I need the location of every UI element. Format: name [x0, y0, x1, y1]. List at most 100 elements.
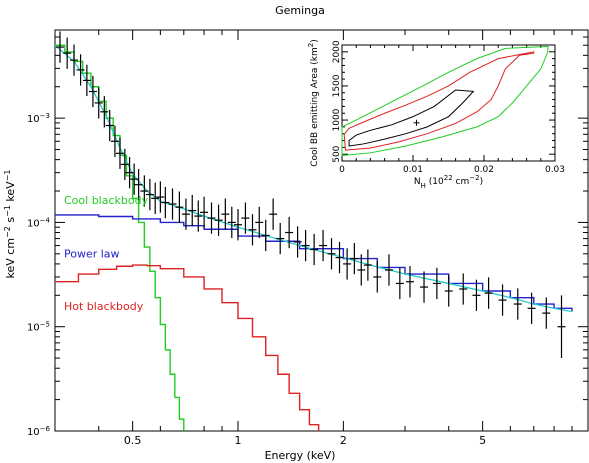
data-point: [151, 182, 160, 215]
series-total-model: [54, 44, 573, 313]
data-point: [395, 267, 404, 300]
y-tick-label: 10−4: [27, 216, 51, 229]
contour-99pct: [341, 45, 549, 157]
data-point: [105, 109, 114, 142]
data-point: [82, 64, 91, 97]
contour-90pct: [343, 51, 535, 151]
data-point: [100, 96, 109, 128]
inset-x-tick-label: 0.02: [474, 165, 494, 175]
data-point: [285, 216, 294, 249]
x-tick-label: 0.5: [124, 434, 142, 447]
data-point: [420, 271, 429, 303]
inset-x-label-part: H: [421, 182, 426, 190]
data-point: [125, 157, 134, 189]
best-fit-marker: [413, 119, 420, 126]
data-point: [76, 54, 85, 86]
data-point: [310, 233, 319, 266]
contour-68pct: [348, 89, 475, 147]
y-axis-label-part: −2: [3, 226, 12, 238]
data-point: [248, 214, 257, 246]
inset-y-tick-label: 500: [332, 145, 342, 162]
x-tick-label: 2: [340, 434, 347, 447]
annotation-cool-blackbody: Cool blackbody: [64, 194, 149, 207]
y-axis-label-part: s: [4, 217, 17, 226]
data-point: [94, 87, 103, 119]
y-axis-label: keV cm−2 s−1 keV−1: [3, 170, 18, 279]
inset-y-axis-label: Cool BB emitting Area (km2): [307, 39, 320, 167]
data-point: [120, 148, 129, 181]
annotations: Cool blackbody Power law Hot blackbody: [64, 194, 149, 313]
y-tick-label: 10−6: [27, 425, 51, 438]
data-point: [363, 249, 372, 281]
y-tick-label: 10−5: [27, 321, 50, 334]
data-point: [63, 37, 72, 69]
inset-contour-plot: 0 0.01 0.02 0.03 500 1000 1500 2000 NH (1022 cm…: [307, 39, 565, 190]
series-cool-blackbody: [55, 44, 185, 431]
main-plot: 0.5 1 2 5 10−6 10−5 10−4 10−3 Cool blackbody Pow…: [27, 29, 589, 447]
data-point: [140, 175, 149, 207]
data-point: [134, 169, 143, 201]
data-point: [175, 191, 184, 223]
data-point: [276, 222, 285, 255]
data-point: [343, 248, 352, 280]
data-point: [194, 200, 203, 232]
data-point: [319, 229, 328, 262]
y-axis-label-part: −1: [3, 205, 12, 217]
inset-y-label-part: ): [310, 39, 320, 43]
data-point: [181, 198, 190, 230]
annotation-power-law: Power law: [64, 248, 120, 261]
data-point: [145, 178, 154, 211]
chart-title: Geminga: [275, 4, 325, 17]
x-axis-label: Energy (keV): [265, 449, 336, 462]
data-point: [384, 254, 393, 286]
inset-x-tick-label: 0.01: [403, 165, 423, 175]
data-point: [130, 163, 139, 195]
inset-x-label-part: −2: [469, 174, 479, 182]
data-point: [168, 188, 177, 220]
inset-x-axis-label: NH (1022 cm−2): [414, 174, 483, 190]
data-point: [200, 196, 209, 228]
data-point: [432, 267, 441, 300]
inset-x-label-part: (10: [426, 177, 444, 187]
data-point: [261, 219, 270, 252]
data-point: [55, 31, 64, 63]
data-point: [301, 229, 310, 262]
data-point: [214, 204, 223, 236]
data-point: [188, 194, 197, 227]
inset-x-tick-label: 0.03: [545, 165, 565, 175]
axis-ticks: 0.5 1 2 5 10−6 10−5 10−4 10−3: [27, 29, 589, 447]
data-points: [55, 31, 566, 358]
data-point: [484, 277, 493, 309]
inset-x-label-part: cm: [453, 177, 470, 187]
data-point: [459, 273, 468, 305]
data-point: [241, 202, 250, 234]
data-point: [221, 198, 230, 230]
series-hot-blackbody: [55, 264, 320, 431]
data-point: [110, 125, 119, 157]
data-point: [444, 275, 453, 307]
data-point: [405, 266, 414, 298]
data-point: [335, 241, 344, 274]
data-point: [161, 186, 170, 219]
data-point: [542, 297, 551, 329]
data-point: [88, 75, 97, 108]
inset-y-tick-label: 2000: [332, 40, 342, 63]
data-point: [498, 284, 507, 316]
data-point: [227, 206, 236, 239]
inset-x-tick-label: 0: [339, 165, 345, 175]
data-point: [255, 206, 264, 239]
y-axis-label-part: keV: [4, 181, 17, 205]
inset-x-label-part: N: [414, 177, 421, 187]
inset-contours: [341, 45, 549, 157]
annotation-hot-blackbody: Hot blackbody: [64, 300, 144, 313]
data-point: [293, 226, 302, 258]
data-point: [234, 209, 243, 241]
inset-y-label-part: 2: [307, 43, 315, 47]
data-point: [327, 238, 336, 270]
y-tick-label: 10−3: [27, 112, 50, 125]
data-point: [269, 198, 278, 230]
inset-frame: [341, 44, 556, 162]
inset-y-tick-label: 1500: [332, 74, 342, 97]
data-point: [156, 181, 165, 213]
